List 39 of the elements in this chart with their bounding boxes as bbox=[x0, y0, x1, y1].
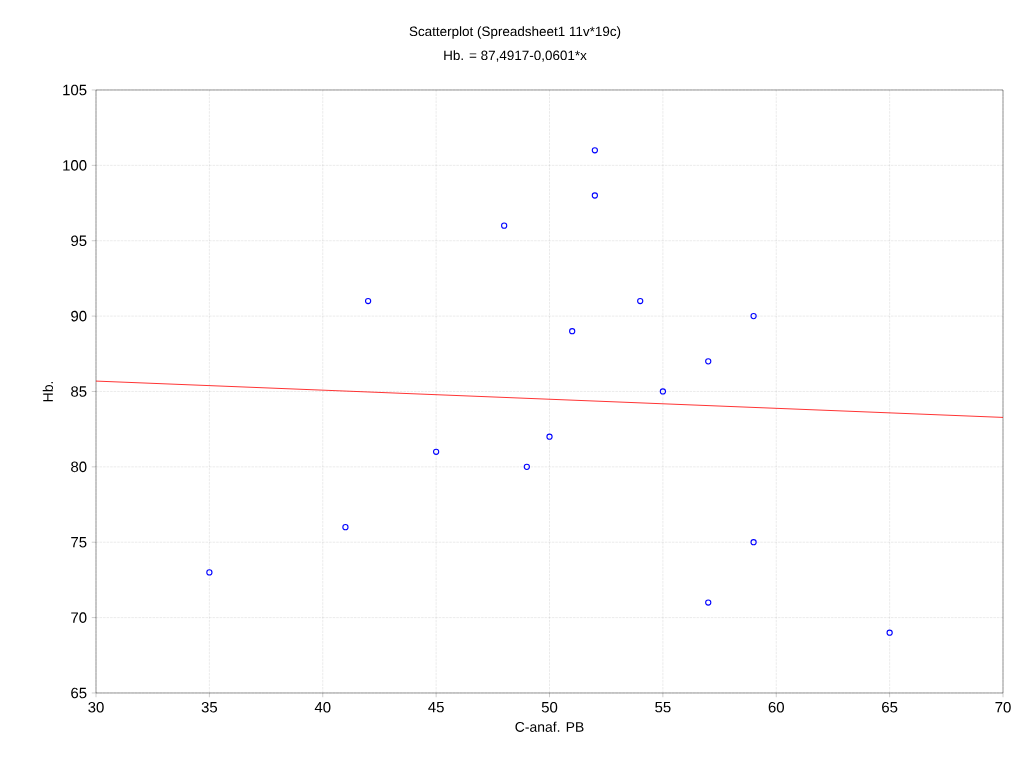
point bbox=[501, 222, 508, 229]
x-tick-label: 70 bbox=[995, 701, 1011, 713]
x-tick-label: 65 bbox=[882, 701, 898, 713]
point bbox=[750, 312, 757, 320]
point bbox=[364, 297, 372, 305]
y-tick-label: 105 bbox=[63, 84, 87, 96]
point bbox=[432, 448, 440, 455]
point bbox=[659, 388, 667, 395]
y-tick-label: 100 bbox=[63, 160, 87, 171]
point bbox=[591, 192, 598, 199]
point bbox=[886, 629, 893, 636]
x-tick-label: 30 bbox=[88, 701, 104, 713]
chart-title: Scatterplot (Spreadsheet1 11v*19c) bbox=[409, 26, 621, 39]
point bbox=[591, 147, 598, 154]
y-tick-label: 80 bbox=[71, 461, 87, 473]
x-tick-label: 40 bbox=[314, 701, 331, 713]
point bbox=[523, 463, 530, 470]
point bbox=[705, 599, 712, 606]
point bbox=[750, 539, 757, 546]
x-tick-label: 50 bbox=[541, 701, 558, 713]
y-tick-label: 85 bbox=[71, 386, 87, 397]
y-tick-label: 65 bbox=[71, 687, 87, 699]
point bbox=[637, 297, 644, 305]
point bbox=[705, 358, 712, 365]
y-tick-label: 95 bbox=[71, 235, 87, 247]
x-tick-label: 60 bbox=[768, 701, 784, 713]
y-tick-label: 75 bbox=[71, 537, 87, 548]
y-tick-label: 70 bbox=[71, 612, 87, 623]
y-tick-label: 90 bbox=[71, 310, 87, 322]
point bbox=[546, 433, 553, 440]
y-axis-title: Hb. bbox=[42, 381, 53, 402]
point bbox=[342, 524, 349, 531]
x-tick-label: 35 bbox=[201, 701, 218, 713]
point bbox=[569, 328, 576, 335]
x-axis-title: C-anaf. PB bbox=[515, 721, 584, 732]
chart-subtitle: Hb. = 87,4917-0,0601*x bbox=[444, 50, 587, 62]
x-tick-label: 45 bbox=[428, 701, 444, 713]
x-tick-label: 55 bbox=[655, 701, 671, 713]
point bbox=[206, 569, 213, 576]
